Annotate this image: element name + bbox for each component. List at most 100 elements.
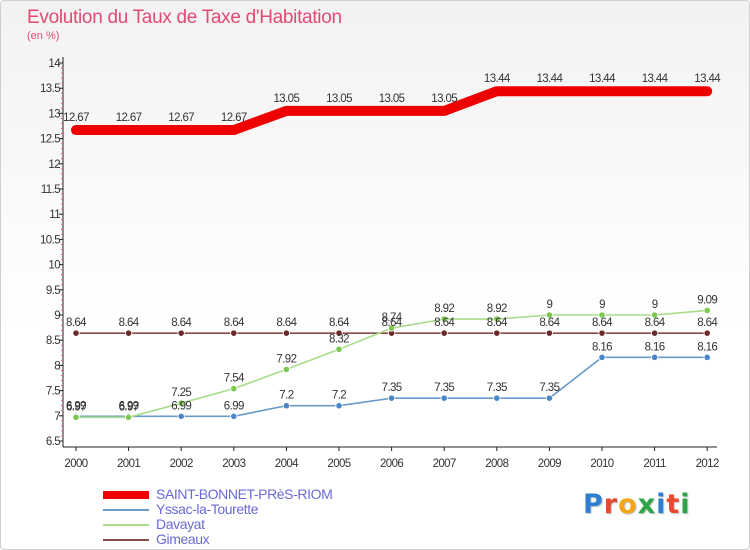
legend-item: SAINT-BONNET-PRèS-RIOM (103, 487, 333, 502)
chart-title: Evolution du Taux de Taxe d'Habitation (27, 7, 342, 28)
data-label: 9 (599, 299, 605, 311)
x-tick-label: 2010 (590, 458, 613, 470)
data-label: 8.16 (645, 341, 665, 353)
logo-letter: r (603, 489, 619, 520)
data-label: 8.64 (119, 317, 140, 329)
series-point (440, 394, 448, 402)
y-tick-label: 9 (54, 310, 60, 322)
data-label: 8.16 (592, 341, 612, 353)
series-point (282, 329, 290, 337)
data-label: 6.97 (119, 401, 139, 413)
data-label: 8.64 (487, 317, 508, 329)
series-line-saint-bonnet (71, 86, 713, 136)
data-label: 6.97 (66, 401, 86, 413)
proxiti-logo: Proxiti (583, 489, 691, 520)
legend-swatch (103, 538, 149, 541)
data-label: 7.25 (171, 387, 191, 399)
data-label: 12.67 (221, 112, 247, 124)
y-tick-label: 11.5 (41, 184, 60, 196)
series-point (650, 353, 659, 361)
data-label: 8.64 (276, 317, 297, 329)
data-label: 8.64 (171, 317, 192, 329)
data-label: 13.05 (431, 93, 457, 105)
logo-letter: P (583, 489, 604, 520)
x-tick-label: 2009 (538, 458, 561, 470)
data-label: 7.35 (487, 382, 507, 394)
data-label: 8.64 (66, 317, 87, 329)
x-tick-label: 2008 (485, 458, 508, 470)
series-point (125, 329, 133, 337)
data-label: 8.16 (697, 341, 717, 353)
series-point (282, 365, 290, 374)
data-label: 7.35 (434, 382, 454, 394)
x-tick-label: 2007 (433, 458, 456, 470)
data-label: 8.64 (539, 317, 560, 329)
data-label: 9.09 (697, 294, 717, 306)
y-tick-label: 10.5 (40, 234, 60, 246)
series-point (598, 329, 606, 337)
series-point (72, 413, 80, 421)
x-tick-label: 2012 (696, 458, 719, 470)
x-tick-label: 2004 (275, 458, 299, 470)
series-point (598, 353, 606, 361)
data-label: 12.67 (168, 112, 194, 124)
data-label: 13.05 (274, 93, 300, 105)
data-label: 7.35 (539, 382, 559, 394)
x-tick-label: 2003 (222, 458, 245, 470)
y-tick-label: 11 (49, 209, 60, 221)
data-label: 6.99 (224, 400, 244, 412)
data-label: 12.67 (116, 112, 142, 124)
series-point (493, 329, 501, 337)
data-label: 8.64 (329, 317, 350, 329)
y-tick-label: 7 (54, 411, 60, 423)
series-point (177, 399, 185, 407)
legend-label: Davayat (156, 516, 205, 532)
data-label: 8.32 (329, 333, 349, 345)
data-label: 13.44 (537, 73, 564, 85)
series-point (545, 329, 554, 337)
series-point (493, 315, 501, 323)
data-label: 13.44 (589, 73, 616, 85)
series-point (230, 329, 238, 337)
legend-item: Yssac-la-Tourette (103, 502, 332, 517)
data-label: 7.35 (382, 382, 402, 394)
x-tick-label: 2005 (327, 458, 350, 470)
series-point (335, 345, 343, 353)
data-label: 6.99 (119, 400, 139, 412)
data-label: 12.67 (63, 112, 89, 124)
data-label: 6.99 (171, 400, 191, 412)
y-tick-label: 10 (48, 260, 60, 272)
legend-swatch (103, 490, 149, 499)
legend-swatch (103, 508, 149, 511)
data-label: 8.64 (592, 317, 613, 329)
series-point (125, 413, 133, 421)
x-tick-label: 2002 (170, 458, 193, 470)
series-point (177, 412, 185, 420)
data-label: 8.64 (382, 317, 403, 329)
series-point (335, 329, 343, 337)
series-point (650, 329, 659, 337)
logo-letter: i (656, 489, 667, 520)
data-label: 6.99 (66, 400, 86, 412)
series-point (387, 394, 396, 402)
axes: 6.5 7 7.5 8 8.5 9 9.5 10 10.5 11 11.5 12 12.5 13 13.5 1… (40, 57, 720, 470)
data-label: 13.44 (642, 73, 669, 85)
data-label: 8.92 (487, 303, 507, 315)
x-tick-label: 2011 (643, 458, 666, 470)
series-point (335, 402, 343, 410)
series-point (598, 311, 606, 319)
series-point (282, 402, 290, 410)
series-point (493, 394, 501, 402)
series-point (230, 384, 238, 393)
logo-letter: x (637, 489, 657, 520)
legend: SAINT-BONNET-PRèS-RIOM Yssac-la-Tourette D… (103, 487, 333, 547)
data-label: 7.2 (279, 390, 293, 402)
series-lines (71, 86, 713, 421)
series-point (703, 353, 711, 361)
data-label: 13.44 (694, 73, 721, 85)
legend-label: Gimeaux (156, 531, 210, 547)
series-point (650, 311, 659, 319)
data-label: 7.92 (276, 353, 296, 365)
